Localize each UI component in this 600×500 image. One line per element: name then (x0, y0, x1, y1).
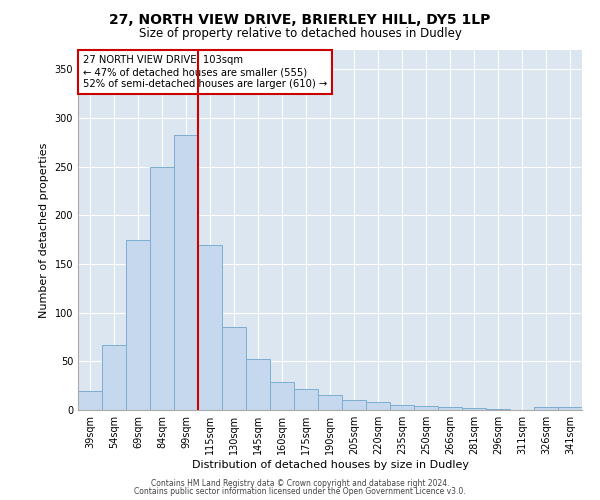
Bar (366, 402, 390, 410)
Bar (150, 167, 174, 410)
Bar (414, 406, 438, 410)
Bar (318, 396, 342, 410)
Bar (126, 240, 150, 410)
Bar (198, 244, 222, 410)
Bar (534, 407, 558, 410)
Bar (102, 345, 126, 410)
Bar (78, 390, 102, 410)
Bar (222, 328, 246, 410)
Bar (558, 407, 582, 410)
X-axis label: Distribution of detached houses by size in Dudley: Distribution of detached houses by size … (191, 460, 469, 470)
Bar (390, 405, 414, 410)
Text: 27 NORTH VIEW DRIVE: 103sqm
← 47% of detached houses are smaller (555)
52% of se: 27 NORTH VIEW DRIVE: 103sqm ← 47% of det… (83, 56, 327, 88)
Text: Size of property relative to detached houses in Dudley: Size of property relative to detached ho… (139, 28, 461, 40)
Bar (342, 400, 366, 410)
Bar (294, 388, 318, 410)
Text: Contains HM Land Registry data © Crown copyright and database right 2024.: Contains HM Land Registry data © Crown c… (151, 478, 449, 488)
Bar (246, 360, 270, 410)
Bar (486, 409, 510, 410)
Text: 27, NORTH VIEW DRIVE, BRIERLEY HILL, DY5 1LP: 27, NORTH VIEW DRIVE, BRIERLEY HILL, DY5… (109, 12, 491, 26)
Bar (270, 382, 294, 410)
Y-axis label: Number of detached properties: Number of detached properties (39, 142, 49, 318)
Bar (462, 408, 486, 410)
Text: Contains public sector information licensed under the Open Government Licence v3: Contains public sector information licen… (134, 487, 466, 496)
Bar (174, 134, 198, 410)
Bar (438, 407, 462, 410)
